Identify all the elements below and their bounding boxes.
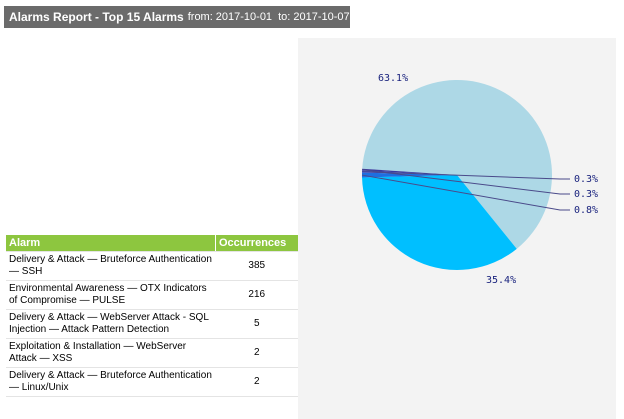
alarm-name: Delivery & Attack — WebServer Attack - S… xyxy=(6,309,216,339)
pie-leader-line xyxy=(362,169,570,195)
pie-slice-label: 0.8% xyxy=(574,205,598,216)
alarm-name: Delivery & Attack — Bruteforce Authentic… xyxy=(6,367,216,397)
pie-leader-line xyxy=(362,171,570,180)
alarm-name: Exploitation & Installation — WebServer … xyxy=(6,338,216,368)
report-title-bar: Alarms Report - Top 15 Alarms from: 2017-… xyxy=(4,6,350,28)
alarm-count: 5 xyxy=(215,309,298,339)
alarm-count: 2 xyxy=(215,338,298,368)
alarm-count: 385 xyxy=(215,251,298,281)
column-header-occurrences: Occurrences xyxy=(215,235,298,252)
pie-slice xyxy=(362,168,457,175)
from-date: 2017-10-01 xyxy=(215,11,273,23)
to-label: to: xyxy=(278,11,291,23)
report-title: Alarms Report - Top 15 Alarms xyxy=(9,10,184,24)
table-row: Environmental Awareness — OTX Indicators… xyxy=(6,280,298,310)
alarm-name: Environmental Awareness — OTX Indicators… xyxy=(6,280,216,310)
to-date: 2017-10-07 xyxy=(293,11,350,23)
pie-slice-label: 63.1% xyxy=(378,73,408,84)
table-row: Delivery & Attack — WebServer Attack - S… xyxy=(6,309,298,339)
alarm-name: Delivery & Attack — Bruteforce Authentic… xyxy=(6,251,216,281)
table-header-row: Alarm Occurrences xyxy=(6,235,298,252)
table-row: Delivery & Attack — Bruteforce Authentic… xyxy=(6,251,298,281)
table-row: Exploitation & Installation — WebServer … xyxy=(6,338,298,368)
pie-slice-label: 35.4% xyxy=(486,275,516,286)
pie-slice xyxy=(362,175,517,270)
column-header-alarm: Alarm xyxy=(6,235,216,252)
alarms-table: Alarm Occurrences Delivery & Attack — Br… xyxy=(6,235,298,397)
pie-slice xyxy=(362,80,552,249)
pie-chart: 63.1% 35.4% 0.8% 0.3% 0.3% xyxy=(361,73,598,286)
pie-chart-panel: 63.1% 35.4% 0.8% 0.3% 0.3% xyxy=(298,38,616,419)
date-range: from: 2017-10-01 to: 2017-10-07 xyxy=(188,11,353,23)
table-row: Delivery & Attack — Bruteforce Authentic… xyxy=(6,367,298,397)
pie-leader-line xyxy=(361,174,570,211)
alarm-count: 2 xyxy=(215,367,298,397)
pie-slice-label: 0.3% xyxy=(574,174,598,185)
from-label: from: xyxy=(187,11,213,23)
alarm-count: 216 xyxy=(215,280,298,310)
pie-slice-label: 0.3% xyxy=(574,189,598,200)
